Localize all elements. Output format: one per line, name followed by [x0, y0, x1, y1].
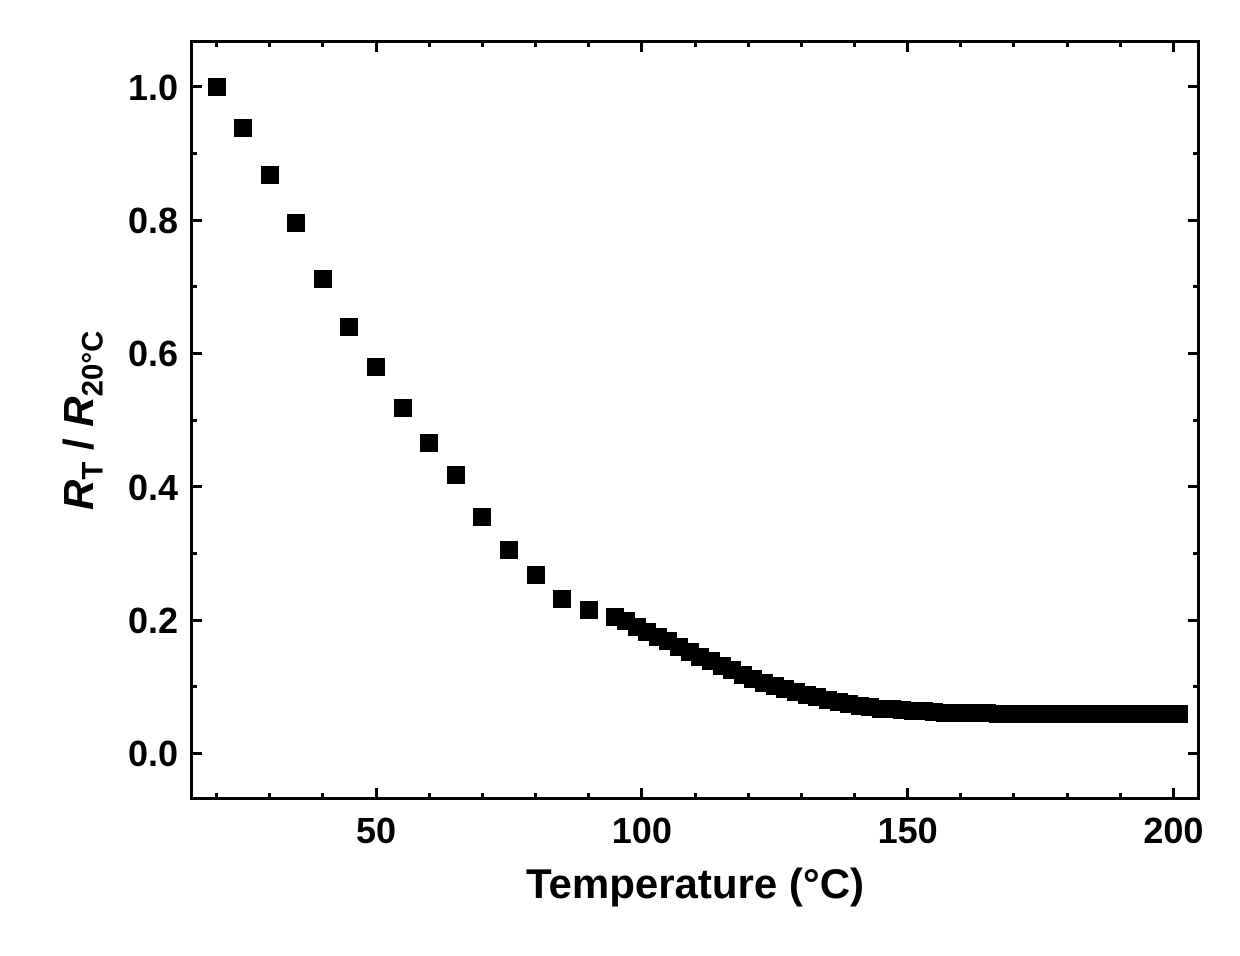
- x-major-tick-top: [640, 40, 643, 52]
- x-minor-tick-top: [215, 40, 218, 47]
- x-tick-label: 200: [1133, 810, 1213, 852]
- x-axis-label: Temperature (°C): [190, 860, 1200, 908]
- x-tick-label: 50: [336, 810, 416, 852]
- x-minor-tick-top: [481, 40, 484, 47]
- x-minor-tick-top: [747, 40, 750, 47]
- y-tick-label: 0.6: [128, 333, 178, 375]
- x-tick-label: 150: [868, 810, 948, 852]
- data-point: [447, 466, 465, 484]
- x-minor-tick: [268, 793, 271, 800]
- y-minor-tick: [190, 419, 197, 422]
- data-point: [287, 214, 305, 232]
- data-point: [340, 318, 358, 336]
- y-major-tick: [190, 219, 202, 222]
- x-minor-tick: [534, 793, 537, 800]
- x-major-tick-top: [1172, 40, 1175, 52]
- x-minor-tick: [959, 793, 962, 800]
- x-minor-tick-top: [853, 40, 856, 47]
- y-tick-label: 0.0: [128, 733, 178, 775]
- x-minor-tick: [1066, 793, 1069, 800]
- y-tick-label: 1.0: [128, 67, 178, 109]
- y-minor-tick: [190, 285, 197, 288]
- y-major-tick-right: [1188, 752, 1200, 755]
- y-major-tick-right: [1188, 619, 1200, 622]
- data-point: [553, 590, 571, 608]
- y-major-tick-right: [1188, 85, 1200, 88]
- data-point: [261, 166, 279, 184]
- data-point: [527, 566, 545, 584]
- y-major-tick: [190, 85, 202, 88]
- data-point: [208, 78, 226, 96]
- data-point: [473, 508, 491, 526]
- x-tick-label: 100: [602, 810, 682, 852]
- x-major-tick: [1172, 788, 1175, 800]
- y-label-R2: R: [55, 396, 102, 426]
- x-minor-tick-top: [1119, 40, 1122, 47]
- x-minor-tick-top: [534, 40, 537, 47]
- y-minor-tick-right: [1193, 552, 1200, 555]
- x-minor-tick: [587, 793, 590, 800]
- y-major-tick: [190, 619, 202, 622]
- x-minor-tick-top: [1066, 40, 1069, 47]
- y-major-tick-right: [1188, 485, 1200, 488]
- x-minor-tick: [747, 793, 750, 800]
- y-tick-label: 0.8: [128, 200, 178, 242]
- x-minor-tick-top: [1012, 40, 1015, 47]
- data-point: [234, 119, 252, 137]
- y-major-tick-right: [1188, 352, 1200, 355]
- x-minor-tick: [215, 793, 218, 800]
- data-point: [314, 270, 332, 288]
- x-major-tick-top: [906, 40, 909, 52]
- x-minor-tick-top: [800, 40, 803, 47]
- y-major-tick: [190, 485, 202, 488]
- x-minor-tick: [853, 793, 856, 800]
- y-major-tick: [190, 352, 202, 355]
- x-minor-tick: [694, 793, 697, 800]
- y-label-sub2: 20°C: [76, 330, 109, 396]
- data-point: [394, 399, 412, 417]
- y-label-sub1: T: [76, 461, 109, 479]
- x-major-tick: [906, 788, 909, 800]
- y-tick-label: 0.4: [128, 467, 178, 509]
- x-minor-tick: [428, 793, 431, 800]
- x-minor-tick: [481, 793, 484, 800]
- x-major-tick: [375, 788, 378, 800]
- y-minor-tick-right: [1193, 685, 1200, 688]
- x-major-tick: [640, 788, 643, 800]
- x-minor-tick-top: [587, 40, 590, 47]
- x-minor-tick: [800, 793, 803, 800]
- y-label-R1: R: [55, 479, 102, 509]
- x-minor-tick: [321, 793, 324, 800]
- data-point: [580, 601, 598, 619]
- y-minor-tick: [190, 152, 197, 155]
- x-minor-tick-top: [694, 40, 697, 47]
- y-major-tick-right: [1188, 219, 1200, 222]
- data-point: [420, 434, 438, 452]
- y-axis-label: RT / R20°C: [55, 330, 110, 509]
- x-minor-tick-top: [959, 40, 962, 47]
- x-minor-tick: [1119, 793, 1122, 800]
- y-minor-tick-right: [1193, 285, 1200, 288]
- x-minor-tick-top: [268, 40, 271, 47]
- y-major-tick: [190, 752, 202, 755]
- x-minor-tick-top: [321, 40, 324, 47]
- y-minor-tick: [190, 552, 197, 555]
- y-minor-tick-right: [1193, 419, 1200, 422]
- y-label-mid: /: [55, 426, 102, 461]
- y-tick-label: 0.2: [128, 600, 178, 642]
- y-minor-tick: [190, 685, 197, 688]
- chart-root: RT / R20°C Temperature (°C) 501001502000…: [0, 0, 1240, 956]
- data-point: [1170, 705, 1188, 723]
- data-point: [367, 358, 385, 376]
- data-point: [500, 541, 518, 559]
- x-minor-tick-top: [428, 40, 431, 47]
- x-major-tick-top: [375, 40, 378, 52]
- y-minor-tick-right: [1193, 152, 1200, 155]
- x-minor-tick: [1012, 793, 1015, 800]
